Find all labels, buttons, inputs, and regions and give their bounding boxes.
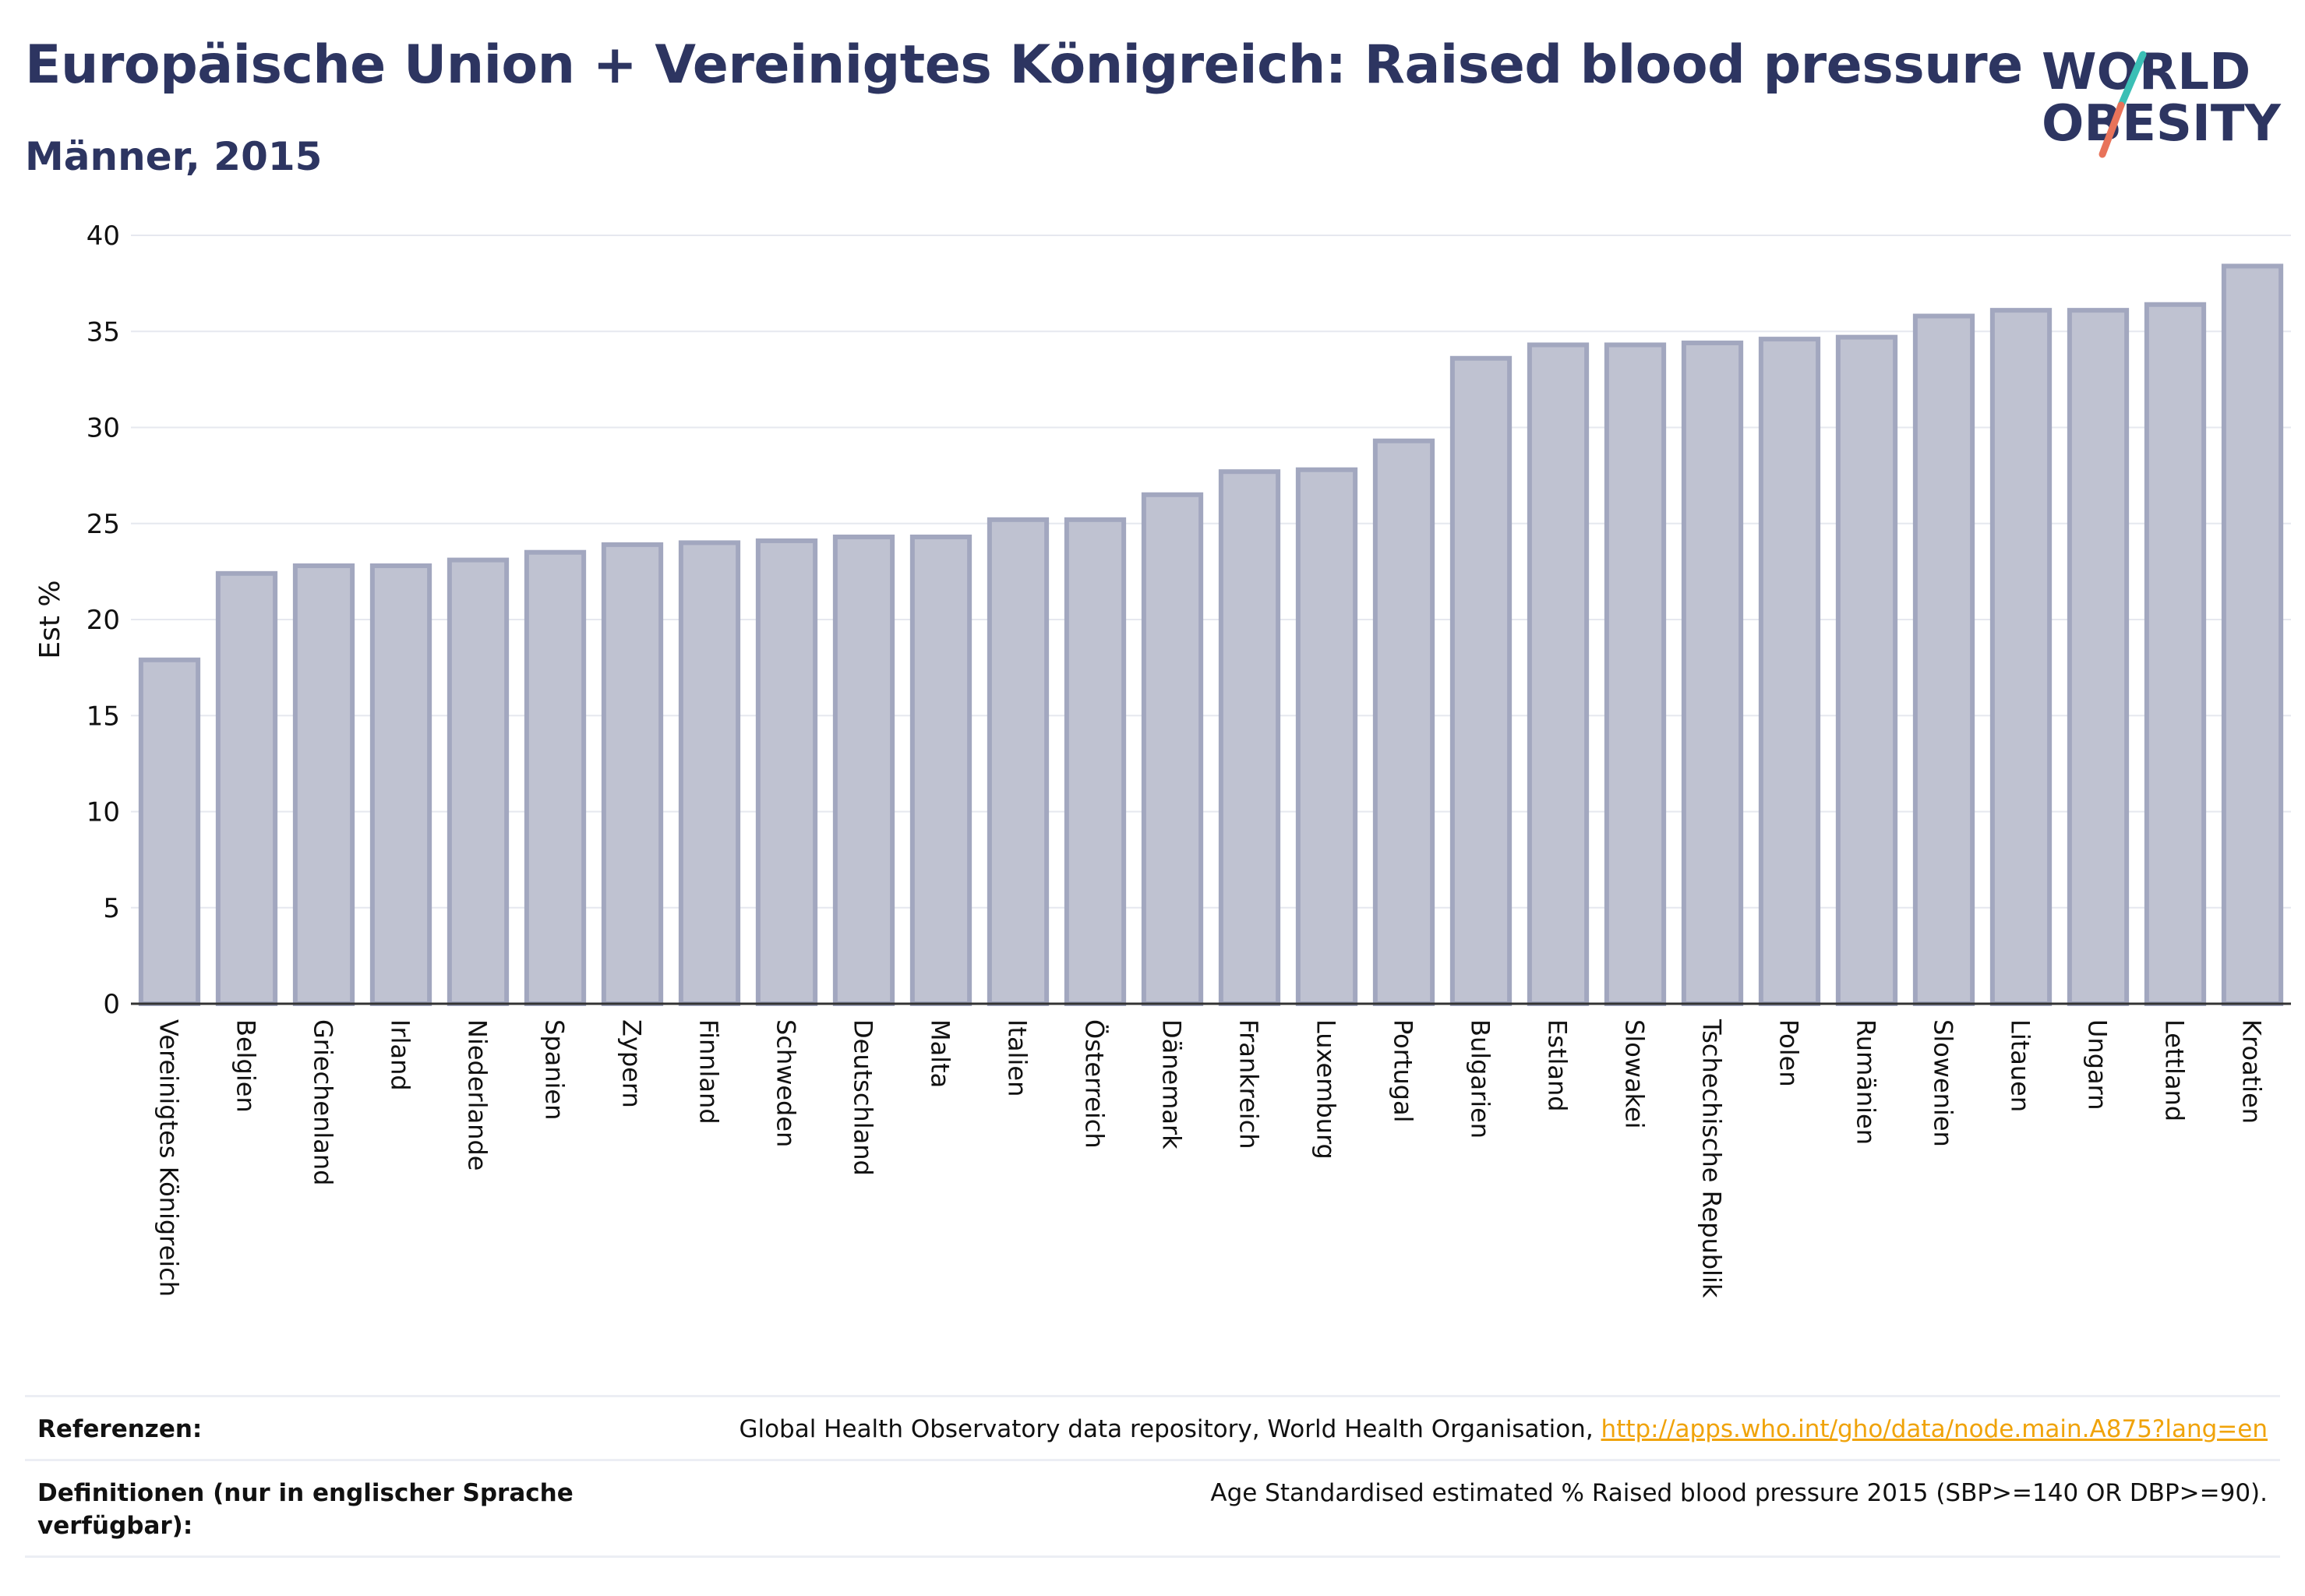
references-link[interactable]: http://apps.who.int/gho/data/node.main.A… bbox=[1601, 1415, 2268, 1443]
x-tick-label: Slowakei bbox=[1620, 1019, 1650, 1129]
y-tick-label: 35 bbox=[86, 316, 120, 348]
bar bbox=[524, 549, 587, 1006]
bar bbox=[138, 657, 201, 1006]
x-tick-label: Frankreich bbox=[1234, 1019, 1264, 1149]
x-tick-label: Kroatien bbox=[2237, 1019, 2267, 1124]
bar bbox=[1295, 467, 1358, 1006]
x-tick-label: Spanien bbox=[540, 1019, 570, 1120]
x-tick-label: Rumänien bbox=[1851, 1019, 1881, 1145]
bar bbox=[1218, 469, 1281, 1006]
chart-title: Europäische Union + Vereinigtes Königrei… bbox=[25, 34, 2023, 96]
x-tick-label: Zypern bbox=[617, 1019, 647, 1108]
y-tick-label: 30 bbox=[86, 413, 120, 444]
definitions-label: Definitionen (nur in englischer Sprache … bbox=[37, 1479, 574, 1540]
bar bbox=[832, 535, 895, 1006]
x-tick-label: Finnland bbox=[694, 1019, 724, 1125]
references-row: Referenzen: Global Health Observatory da… bbox=[25, 1395, 2280, 1461]
bar bbox=[447, 557, 510, 1006]
bar bbox=[1989, 308, 2053, 1006]
x-tick-label: Slowenien bbox=[1929, 1019, 1958, 1147]
x-tick-label: Tschechische Republik bbox=[1697, 1019, 1727, 1298]
bar bbox=[1835, 334, 1898, 1006]
bar bbox=[1449, 355, 1513, 1006]
world-obesity-logo: WORLD OBESITY bbox=[2042, 44, 2281, 158]
bar bbox=[1141, 492, 1204, 1006]
bar bbox=[369, 563, 432, 1006]
x-tick-label: Belgien bbox=[231, 1019, 261, 1113]
x-tick-label: Litauen bbox=[2006, 1019, 2035, 1112]
x-tick-label: Polen bbox=[1774, 1019, 1804, 1087]
bar bbox=[2144, 302, 2207, 1006]
x-tick-label: Dänemark bbox=[1157, 1019, 1187, 1149]
x-tick-label: Bulgarien bbox=[1466, 1019, 1495, 1139]
chart-subtitle: Männer, 2015 bbox=[25, 134, 323, 179]
footer-bottom-rule bbox=[25, 1555, 2280, 1558]
bar bbox=[1064, 517, 1127, 1006]
definitions-row: Definitionen (nur in englischer Sprache … bbox=[25, 1459, 2280, 1558]
bar bbox=[292, 563, 355, 1006]
y-tick-label: 5 bbox=[103, 893, 120, 924]
bar bbox=[1372, 438, 1435, 1006]
bar bbox=[755, 538, 818, 1006]
y-axis-label: Est % bbox=[34, 580, 66, 659]
x-tick-label: Estland bbox=[1543, 1019, 1573, 1112]
bar-chart: 0 5 10 15 20 25 30 35 40 Est % Vereinigtes Königre… bbox=[34, 221, 2291, 1298]
x-tick-label: Italien bbox=[1003, 1019, 1032, 1096]
x-tick-label: Lettland bbox=[2160, 1019, 2190, 1121]
bar bbox=[1604, 342, 1667, 1006]
x-tick-label: Malta bbox=[926, 1019, 955, 1088]
x-tick-label: Vereinigtes Königreich bbox=[154, 1019, 184, 1297]
bar bbox=[909, 535, 972, 1006]
references-label: Referenzen: bbox=[37, 1415, 203, 1443]
y-tick-label: 25 bbox=[86, 509, 120, 540]
bar bbox=[2221, 263, 2284, 1006]
bar bbox=[1681, 341, 1744, 1007]
bar bbox=[1912, 313, 1975, 1006]
x-tick-label: Portugal bbox=[1389, 1019, 1418, 1123]
bar bbox=[215, 570, 278, 1006]
x-tick-label: Irland bbox=[386, 1019, 415, 1091]
logo-slash-bottom bbox=[2099, 101, 2125, 158]
logo-slash-top bbox=[2117, 51, 2147, 109]
references-value: Global Health Observatory data repositor… bbox=[739, 1413, 2268, 1446]
bar bbox=[2067, 308, 2130, 1006]
y-tick-label: 10 bbox=[86, 797, 120, 828]
x-tick-label: Niederlande bbox=[463, 1019, 492, 1171]
y-tick-label: 20 bbox=[86, 605, 120, 636]
x-tick-label: Luxemburg bbox=[1311, 1019, 1341, 1160]
x-tick-label: Griechenland bbox=[309, 1019, 338, 1185]
definitions-value: Age Standardised estimated % Raised bloo… bbox=[1210, 1479, 2268, 1507]
bar bbox=[987, 517, 1050, 1006]
y-tick-label: 40 bbox=[86, 221, 120, 252]
x-tick-label: Österreich bbox=[1080, 1019, 1110, 1149]
x-tick-label: Ungarn bbox=[2083, 1019, 2113, 1110]
y-tick-label: 15 bbox=[86, 701, 120, 732]
x-tick-label: Deutschland bbox=[849, 1019, 878, 1176]
references-text: Global Health Observatory data repositor… bbox=[739, 1415, 1594, 1443]
bar bbox=[1758, 337, 1821, 1006]
y-tick-label: 0 bbox=[103, 989, 120, 1020]
logo-line-obesity: OBESITY bbox=[2042, 95, 2281, 153]
bar bbox=[678, 540, 741, 1006]
bar bbox=[1527, 342, 1590, 1006]
x-tick-label: Schweden bbox=[771, 1019, 801, 1147]
bar bbox=[601, 542, 664, 1006]
